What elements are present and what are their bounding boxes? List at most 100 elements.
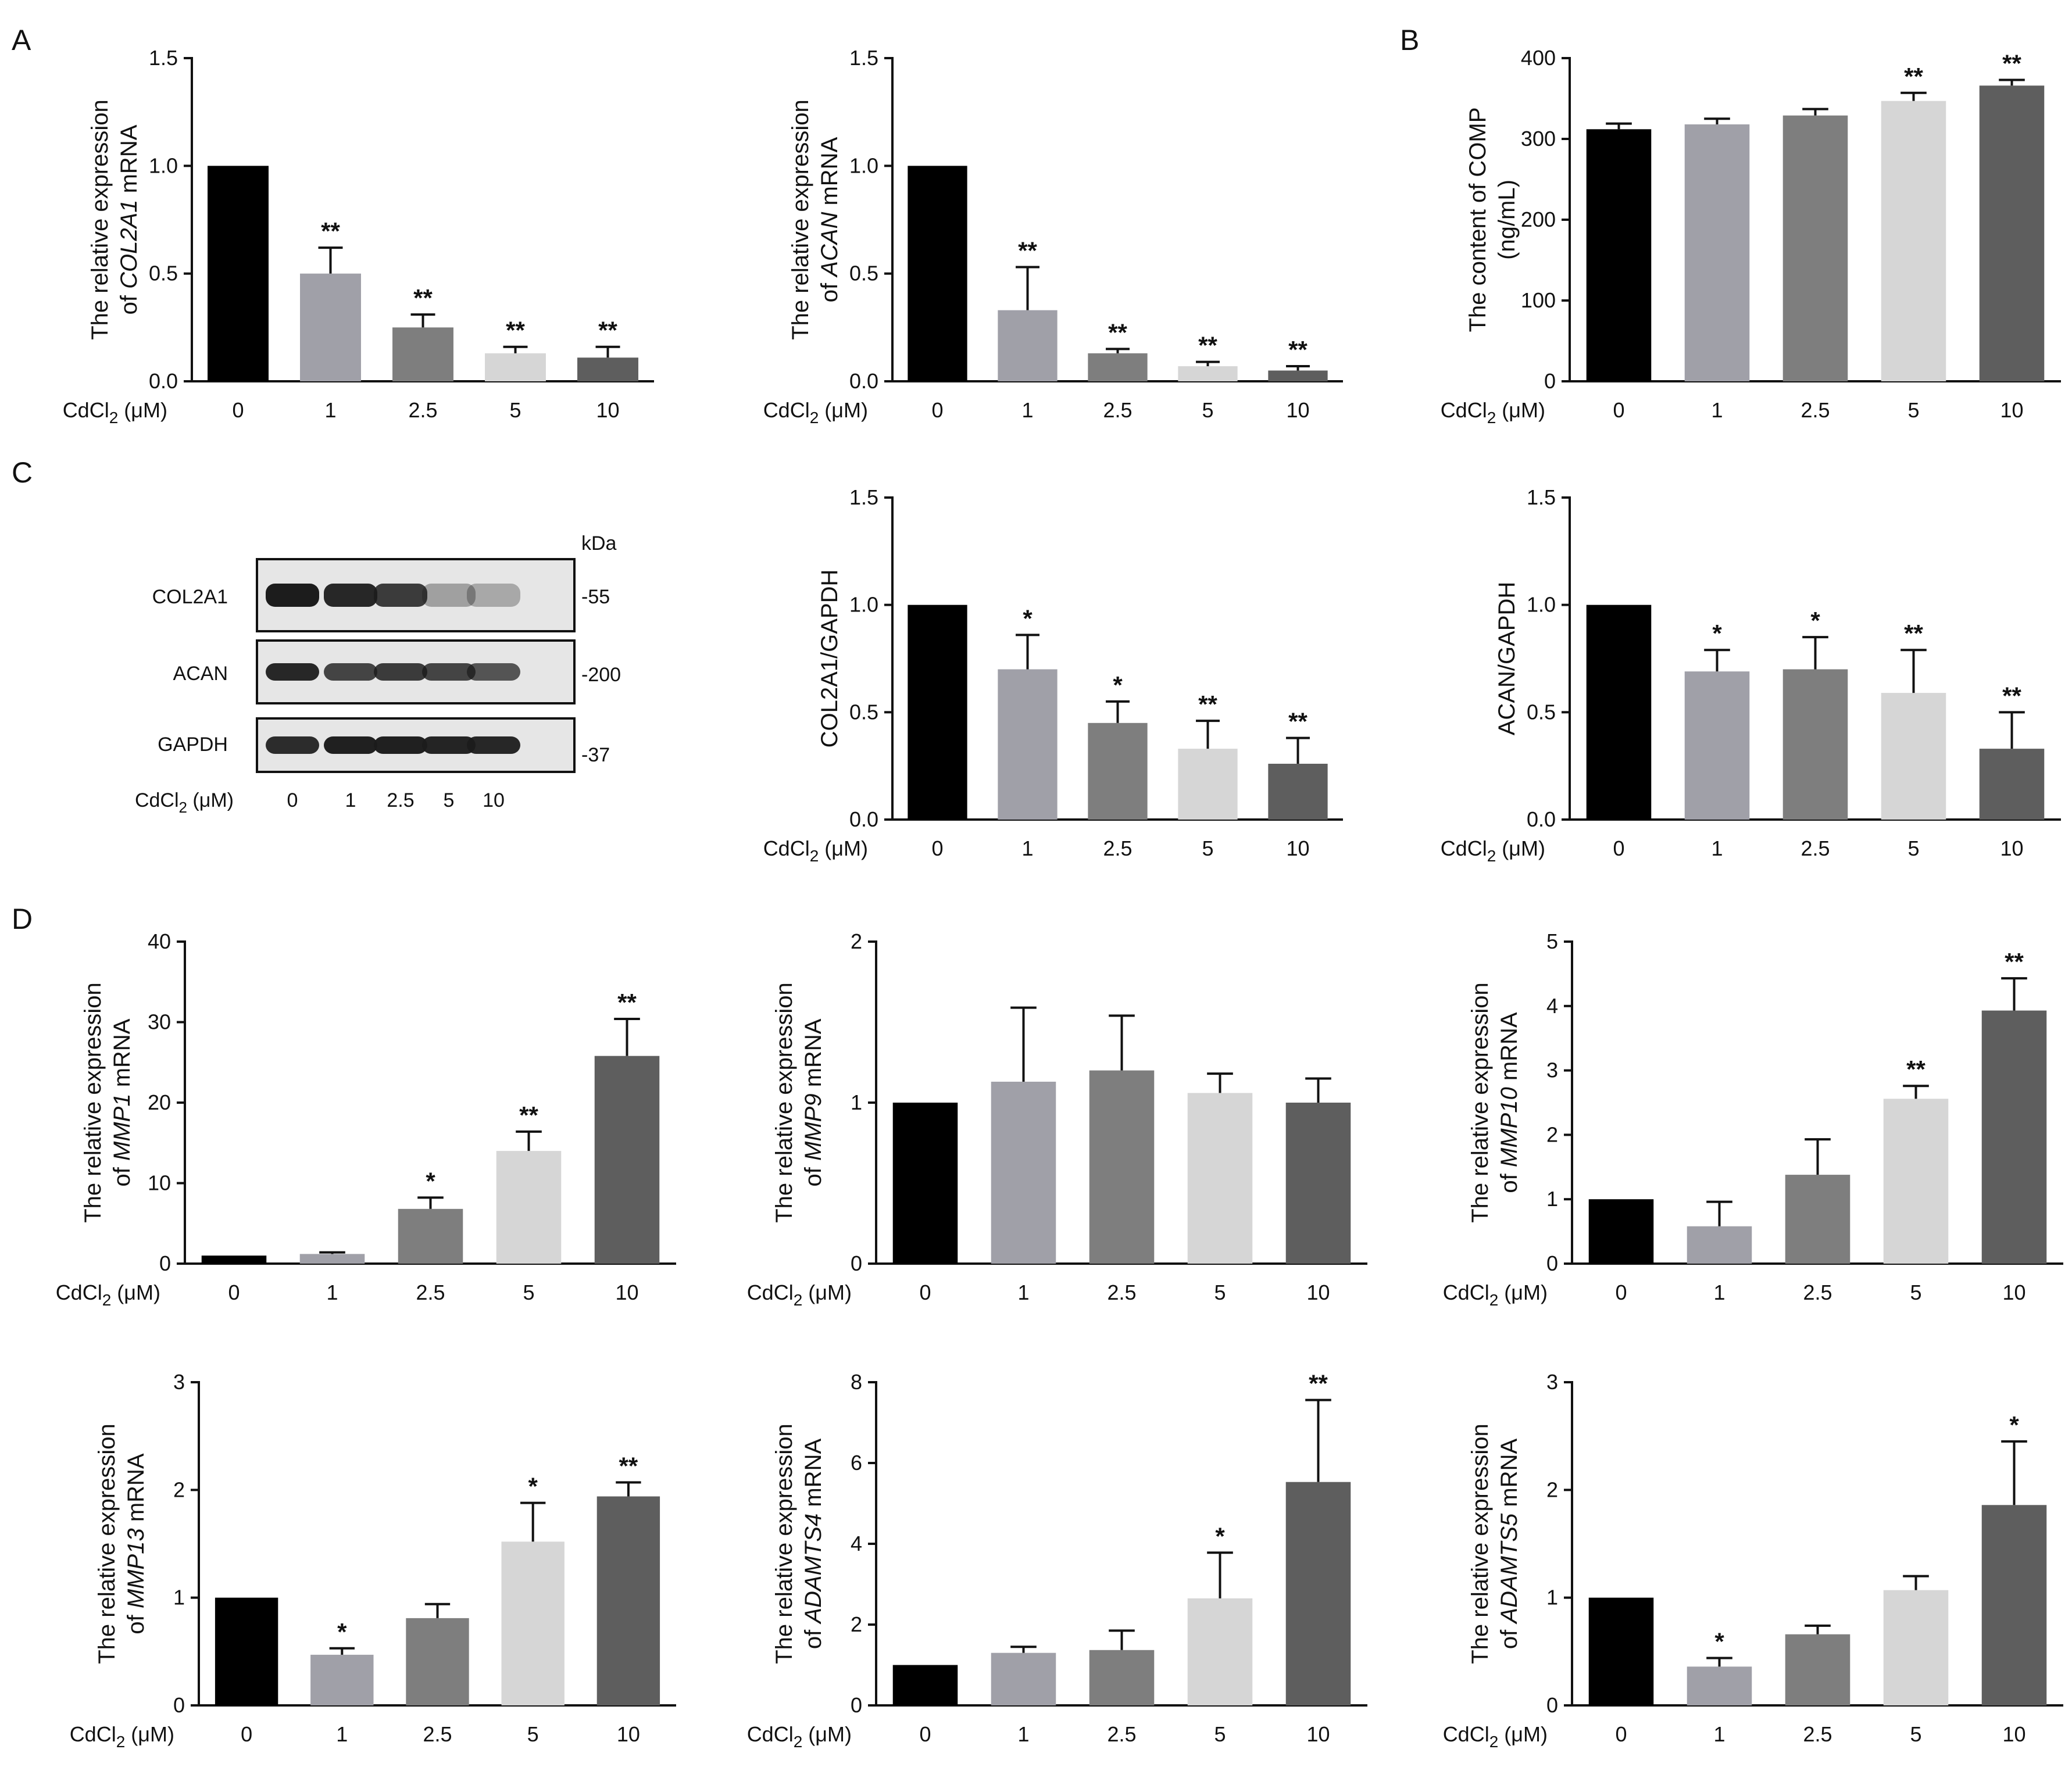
x-axis-label-main: CdCl: [747, 1280, 794, 1304]
x-tick-label: 10: [1286, 836, 1309, 860]
bar-col2a1-mrna-0: [208, 166, 269, 381]
y-tick-label: 20: [148, 1090, 171, 1114]
x-axis-label-unit: (μM): [111, 1280, 160, 1304]
x-axis-label: CdCl2 (μM): [1441, 398, 1545, 427]
bar-acan-gapdh-2.5: [1782, 669, 1848, 820]
blot-x-label-sub: 2: [179, 799, 187, 816]
chart-acan-gapdh: 0.0 0.5 1.0 1.5 ACAN/GAPDH CdCl2 (μM) 0 * 1 * 2.5 *…: [1441, 485, 2061, 865]
y-tick-label: 5: [1546, 929, 1558, 953]
y-tick-label: 1: [1546, 1187, 1558, 1211]
y-axis-label-segment: (ng/mL): [1494, 180, 1520, 260]
y-axis-label-segment: mRNA: [123, 1453, 149, 1528]
significance-marker: **: [1018, 237, 1037, 264]
y-tick-label: 1.0: [849, 593, 878, 617]
x-tick-label: 2.5: [1803, 1280, 1832, 1304]
x-tick-label: 2.5: [416, 1280, 445, 1304]
x-tick-label: 10: [2002, 1722, 2025, 1746]
bar-acan-gapdh-1: [1684, 671, 1750, 820]
y-axis-label-line: The relative expression: [94, 1423, 120, 1664]
chart-col2a1-gapdh: 0.0 0.5 1.0 1.5 COL2A1/GAPDH CdCl2 (μM) 0 * 1 * 2.…: [763, 485, 1343, 865]
bar-col2a1-gapdh-10: [1268, 763, 1328, 820]
y-tick-label: 0: [1546, 1251, 1558, 1275]
blot-band: [467, 584, 520, 607]
blot-band: [422, 736, 476, 754]
x-axis-label-sub: 2: [1487, 409, 1496, 427]
y-axis-label-segment: of: [123, 1608, 149, 1634]
bar-comp-content-5: [1881, 101, 1946, 382]
y-axis-label-line: (ng/mL): [1494, 180, 1520, 260]
blot-row-label: GAPDH: [158, 734, 228, 756]
significance-marker: **: [617, 989, 637, 1016]
x-axis-label-unit: (μM): [802, 1280, 852, 1304]
x-tick-label: 5: [1907, 836, 1919, 860]
panel-letter-c: C: [12, 456, 33, 489]
y-tick-label: 0.0: [149, 369, 178, 393]
bar-acan-gapdh-10: [1979, 749, 2045, 820]
bar-adamts4-mrna-10: [1285, 1482, 1351, 1705]
y-axis-label-line: The content of COMP: [1465, 108, 1491, 332]
bar-adamts4-mrna-5: [1187, 1598, 1253, 1705]
y-axis-label-segment: MMP10: [1496, 1087, 1522, 1167]
x-tick-label: 5: [1202, 398, 1213, 422]
x-tick-label: 1: [1711, 398, 1723, 422]
blot-row-label: ACAN: [173, 663, 228, 685]
x-axis-label-main: CdCl: [1443, 1280, 1489, 1304]
x-axis-label-main: CdCl: [747, 1722, 794, 1746]
y-axis-label-segment: The relative expression: [1467, 1423, 1493, 1664]
y-axis-label-line: COL2A1/GAPDH: [817, 570, 842, 748]
x-tick-label: 0: [241, 1722, 252, 1746]
blot-band: [374, 736, 427, 754]
significance-marker: **: [619, 1452, 638, 1479]
blot-kda-marker: -200: [581, 664, 621, 686]
significance-marker: **: [1906, 1056, 1925, 1083]
panel-letter-b: B: [1400, 24, 1419, 56]
y-axis-label-segment: The relative expression: [80, 982, 106, 1223]
y-tick-label: 0: [1546, 1693, 1558, 1717]
bar-mmp1-mrna-2.5: [398, 1208, 463, 1264]
x-axis-label: CdCl2 (μM): [1443, 1280, 1548, 1309]
x-axis-label-unit: (μM): [819, 836, 868, 860]
y-axis-label-segment: The relative expression: [771, 1423, 797, 1664]
x-tick-label: 1: [1711, 836, 1723, 860]
blot-band: [422, 663, 476, 681]
blot-band: [266, 736, 319, 754]
bar-mmp10-mrna-5: [1883, 1099, 1949, 1264]
x-axis-label-unit: (μM): [1496, 398, 1545, 422]
bar-mmp13-mrna-0: [215, 1597, 278, 1705]
bar-mmp10-mrna-0: [1588, 1199, 1654, 1264]
x-axis-label-main: CdCl: [1441, 398, 1487, 422]
y-tick-label: 1.0: [149, 153, 178, 177]
chart-col2a1-mrna: 0.0 0.5 1.0 1.5 The relative expression of CO…: [63, 46, 654, 427]
significance-marker: *: [1810, 607, 1820, 634]
x-tick-label: 0: [1615, 1722, 1627, 1746]
y-axis-label-line: of MMP13 mRNA: [123, 1453, 149, 1634]
y-axis-label-line: of ACAN mRNA: [817, 137, 842, 302]
bar-adamts4-mrna-1: [991, 1652, 1056, 1705]
x-tick-label: 2.5: [1803, 1722, 1832, 1746]
chart-mmp9-mrna: 0 1 2 The relative expression of MMP9 mRNA Cd…: [747, 929, 1367, 1309]
y-axis-label-line: of MMP9 mRNA: [801, 1018, 826, 1186]
y-tick-label: 0.5: [1527, 700, 1556, 724]
bar-acan-mrna-2.5: [1088, 353, 1148, 381]
blot-band: [324, 736, 377, 754]
bar-acan-mrna-1: [998, 310, 1058, 381]
bar-adamts5-mrna-5: [1883, 1590, 1949, 1705]
y-tick-label: 200: [1521, 208, 1556, 231]
y-axis-label-line: The relative expression: [1467, 1423, 1493, 1664]
significance-marker: **: [506, 317, 525, 344]
x-tick-label: 10: [615, 1280, 638, 1304]
bar-acan-mrna-10: [1268, 370, 1328, 381]
blot-band: [324, 663, 377, 681]
y-axis-label-segment: ACAN: [817, 212, 842, 278]
x-axis-label: CdCl2 (μM): [763, 836, 868, 865]
y-tick-label: 1.5: [1527, 485, 1556, 509]
bar-col2a1-gapdh-1: [998, 669, 1058, 820]
x-tick-label: 10: [1306, 1280, 1330, 1304]
significance-marker: **: [1108, 319, 1127, 346]
x-tick-label: 5: [527, 1722, 539, 1746]
chart-adamts5-mrna: 0 1 2 3 The relative expression of ADAMTS5 mR…: [1443, 1370, 2063, 1751]
bar-col2a1-gapdh-5: [1178, 749, 1238, 820]
bar-adamts5-mrna-0: [1588, 1597, 1654, 1705]
y-axis-label-segment: COL2A1: [116, 199, 142, 288]
